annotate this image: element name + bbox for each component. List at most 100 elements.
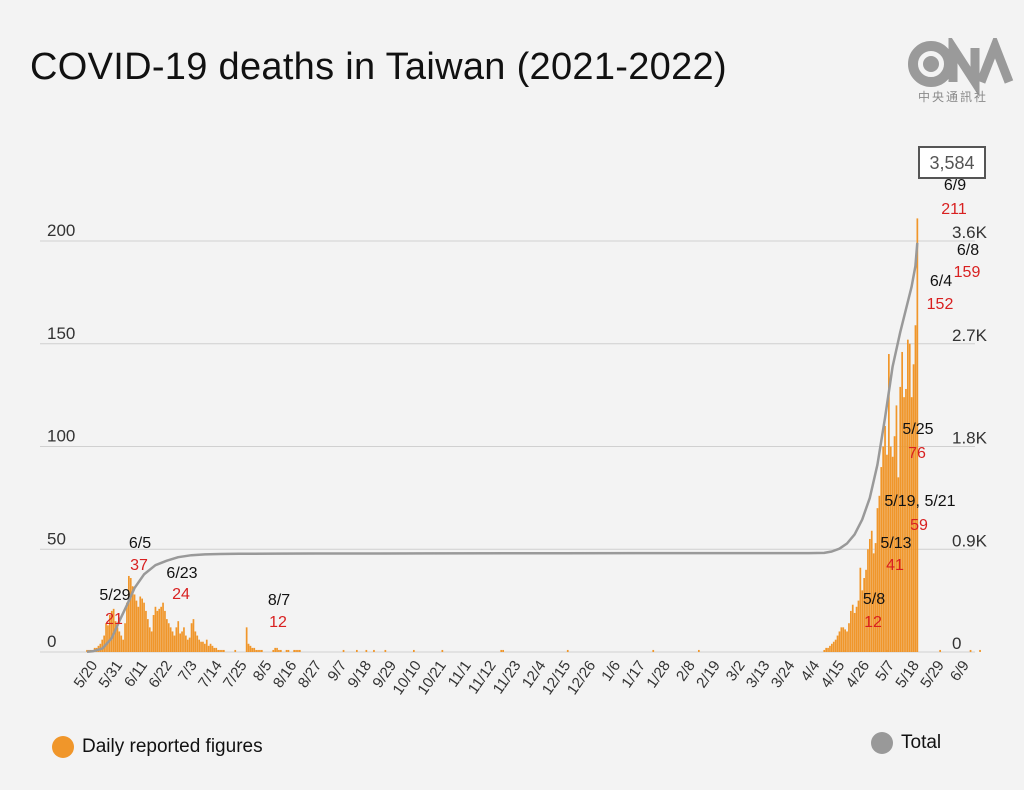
y-right-tick-label: 0 (952, 634, 961, 653)
daily-bar (850, 610, 852, 652)
daily-bar (413, 649, 415, 652)
daily-bar (188, 637, 191, 652)
daily-bar (846, 631, 848, 652)
daily-bar (825, 647, 827, 652)
daily-bar (192, 619, 195, 652)
daily-bar (145, 610, 147, 652)
daily-bar (205, 639, 208, 652)
daily-bar (186, 639, 189, 652)
daily-bar (827, 647, 829, 652)
daily-bar (223, 649, 225, 652)
axis-layer: 0 50 100 150 200 0 0.9K 1.8K 2.7K 3.6K 5/205/316/1… (47, 221, 988, 698)
daily-bar (886, 454, 888, 652)
annotation-value: 37 (130, 557, 148, 574)
daily-bar (131, 586, 134, 652)
daily-bar (652, 649, 655, 652)
daily-bar (202, 641, 204, 652)
daily-bar (851, 604, 854, 652)
daily-bar (167, 623, 170, 652)
daily-bar (893, 436, 896, 652)
daily-bar (261, 649, 263, 652)
daily-bar (181, 631, 183, 652)
x-tick-label: 5/29 (917, 658, 948, 692)
daily-bar (502, 649, 504, 652)
daily-bar (128, 575, 130, 652)
total-callout-value: 3,584 (929, 153, 974, 173)
x-tick-label: 6/9 (947, 658, 973, 685)
daily-bar (853, 612, 856, 652)
x-tick-label: 6/22 (145, 658, 176, 692)
daily-bar (299, 649, 301, 652)
daily-bar (173, 635, 176, 652)
daily-bar (217, 649, 219, 652)
daily-bar (276, 647, 278, 652)
daily-bar (190, 623, 193, 652)
daily-bar (139, 596, 142, 652)
x-tick-label: 9/18 (345, 658, 376, 692)
annotation-date: 6/5 (129, 535, 151, 552)
daily-bar (823, 649, 826, 652)
x-tick-label: 11/23 (490, 658, 525, 698)
daily-bar (141, 598, 143, 652)
daily-bar (865, 569, 867, 652)
annotation-layer: 5/29 21 6/5 37 6/23 24 8/7 12 5/8 12 5/13 41 5/19, 5… (99, 146, 986, 631)
daily-bar (234, 649, 237, 652)
daily-bar (120, 635, 123, 652)
daily-bar (969, 649, 972, 652)
legend-total-label: Total (901, 732, 942, 753)
daily-bar (245, 627, 248, 652)
daily-bar (152, 615, 155, 652)
annotation-date: 5/13 (880, 535, 911, 552)
daily-bar (247, 643, 250, 652)
y-left-tick-label: 150 (47, 324, 75, 343)
daily-bar (126, 602, 128, 652)
daily-bar (107, 625, 109, 652)
x-tick-label: 4/26 (843, 658, 874, 692)
daily-bar (154, 606, 157, 652)
daily-bar (857, 600, 860, 652)
daily-bar (110, 610, 113, 652)
annotation-date: 5/25 (902, 421, 933, 438)
y-right-tick-label: 1.8K (952, 429, 988, 448)
daily-bar (287, 649, 290, 652)
daily-bar (196, 635, 199, 652)
daily-bar (219, 649, 221, 652)
daily-bar (832, 641, 835, 652)
x-tick-label: 1/28 (643, 658, 674, 692)
daily-bar (829, 645, 831, 652)
annotation-value: 21 (105, 611, 123, 628)
y-left-tick-label: 50 (47, 529, 66, 548)
daily-bar (916, 218, 919, 652)
daily-bar (255, 649, 257, 652)
annotation-value: 12 (269, 614, 287, 631)
y-right-tick-label: 0.9K (952, 531, 988, 550)
x-tick-label: 4/15 (818, 658, 849, 692)
daily-bar (129, 578, 132, 652)
daily-bar (384, 649, 387, 652)
annotation-value: 12 (864, 614, 882, 631)
daily-bar (177, 621, 180, 652)
annotation-value: 24 (172, 586, 190, 603)
daily-bar (215, 647, 218, 652)
total-line (86, 242, 919, 654)
daily-bar (211, 645, 214, 652)
daily-bar (204, 643, 206, 652)
daily-bar (133, 594, 136, 652)
daily-bar (274, 647, 276, 652)
annotation-date: 6/9 (944, 177, 966, 194)
daily-bar (158, 608, 161, 652)
daily-bar (112, 608, 115, 652)
daily-bar (897, 477, 900, 652)
daily-bar (150, 631, 153, 652)
daily-bar (870, 530, 873, 652)
daily-bar (840, 627, 843, 652)
daily-bar (848, 623, 850, 652)
daily-bar (185, 635, 187, 652)
daily-bar (831, 643, 833, 652)
daily-bar (166, 619, 168, 652)
legend-daily: Daily reported figures (52, 736, 263, 758)
x-tick-label: 3/13 (743, 658, 774, 692)
daily-bar (907, 339, 909, 652)
daily-bar (253, 647, 256, 652)
